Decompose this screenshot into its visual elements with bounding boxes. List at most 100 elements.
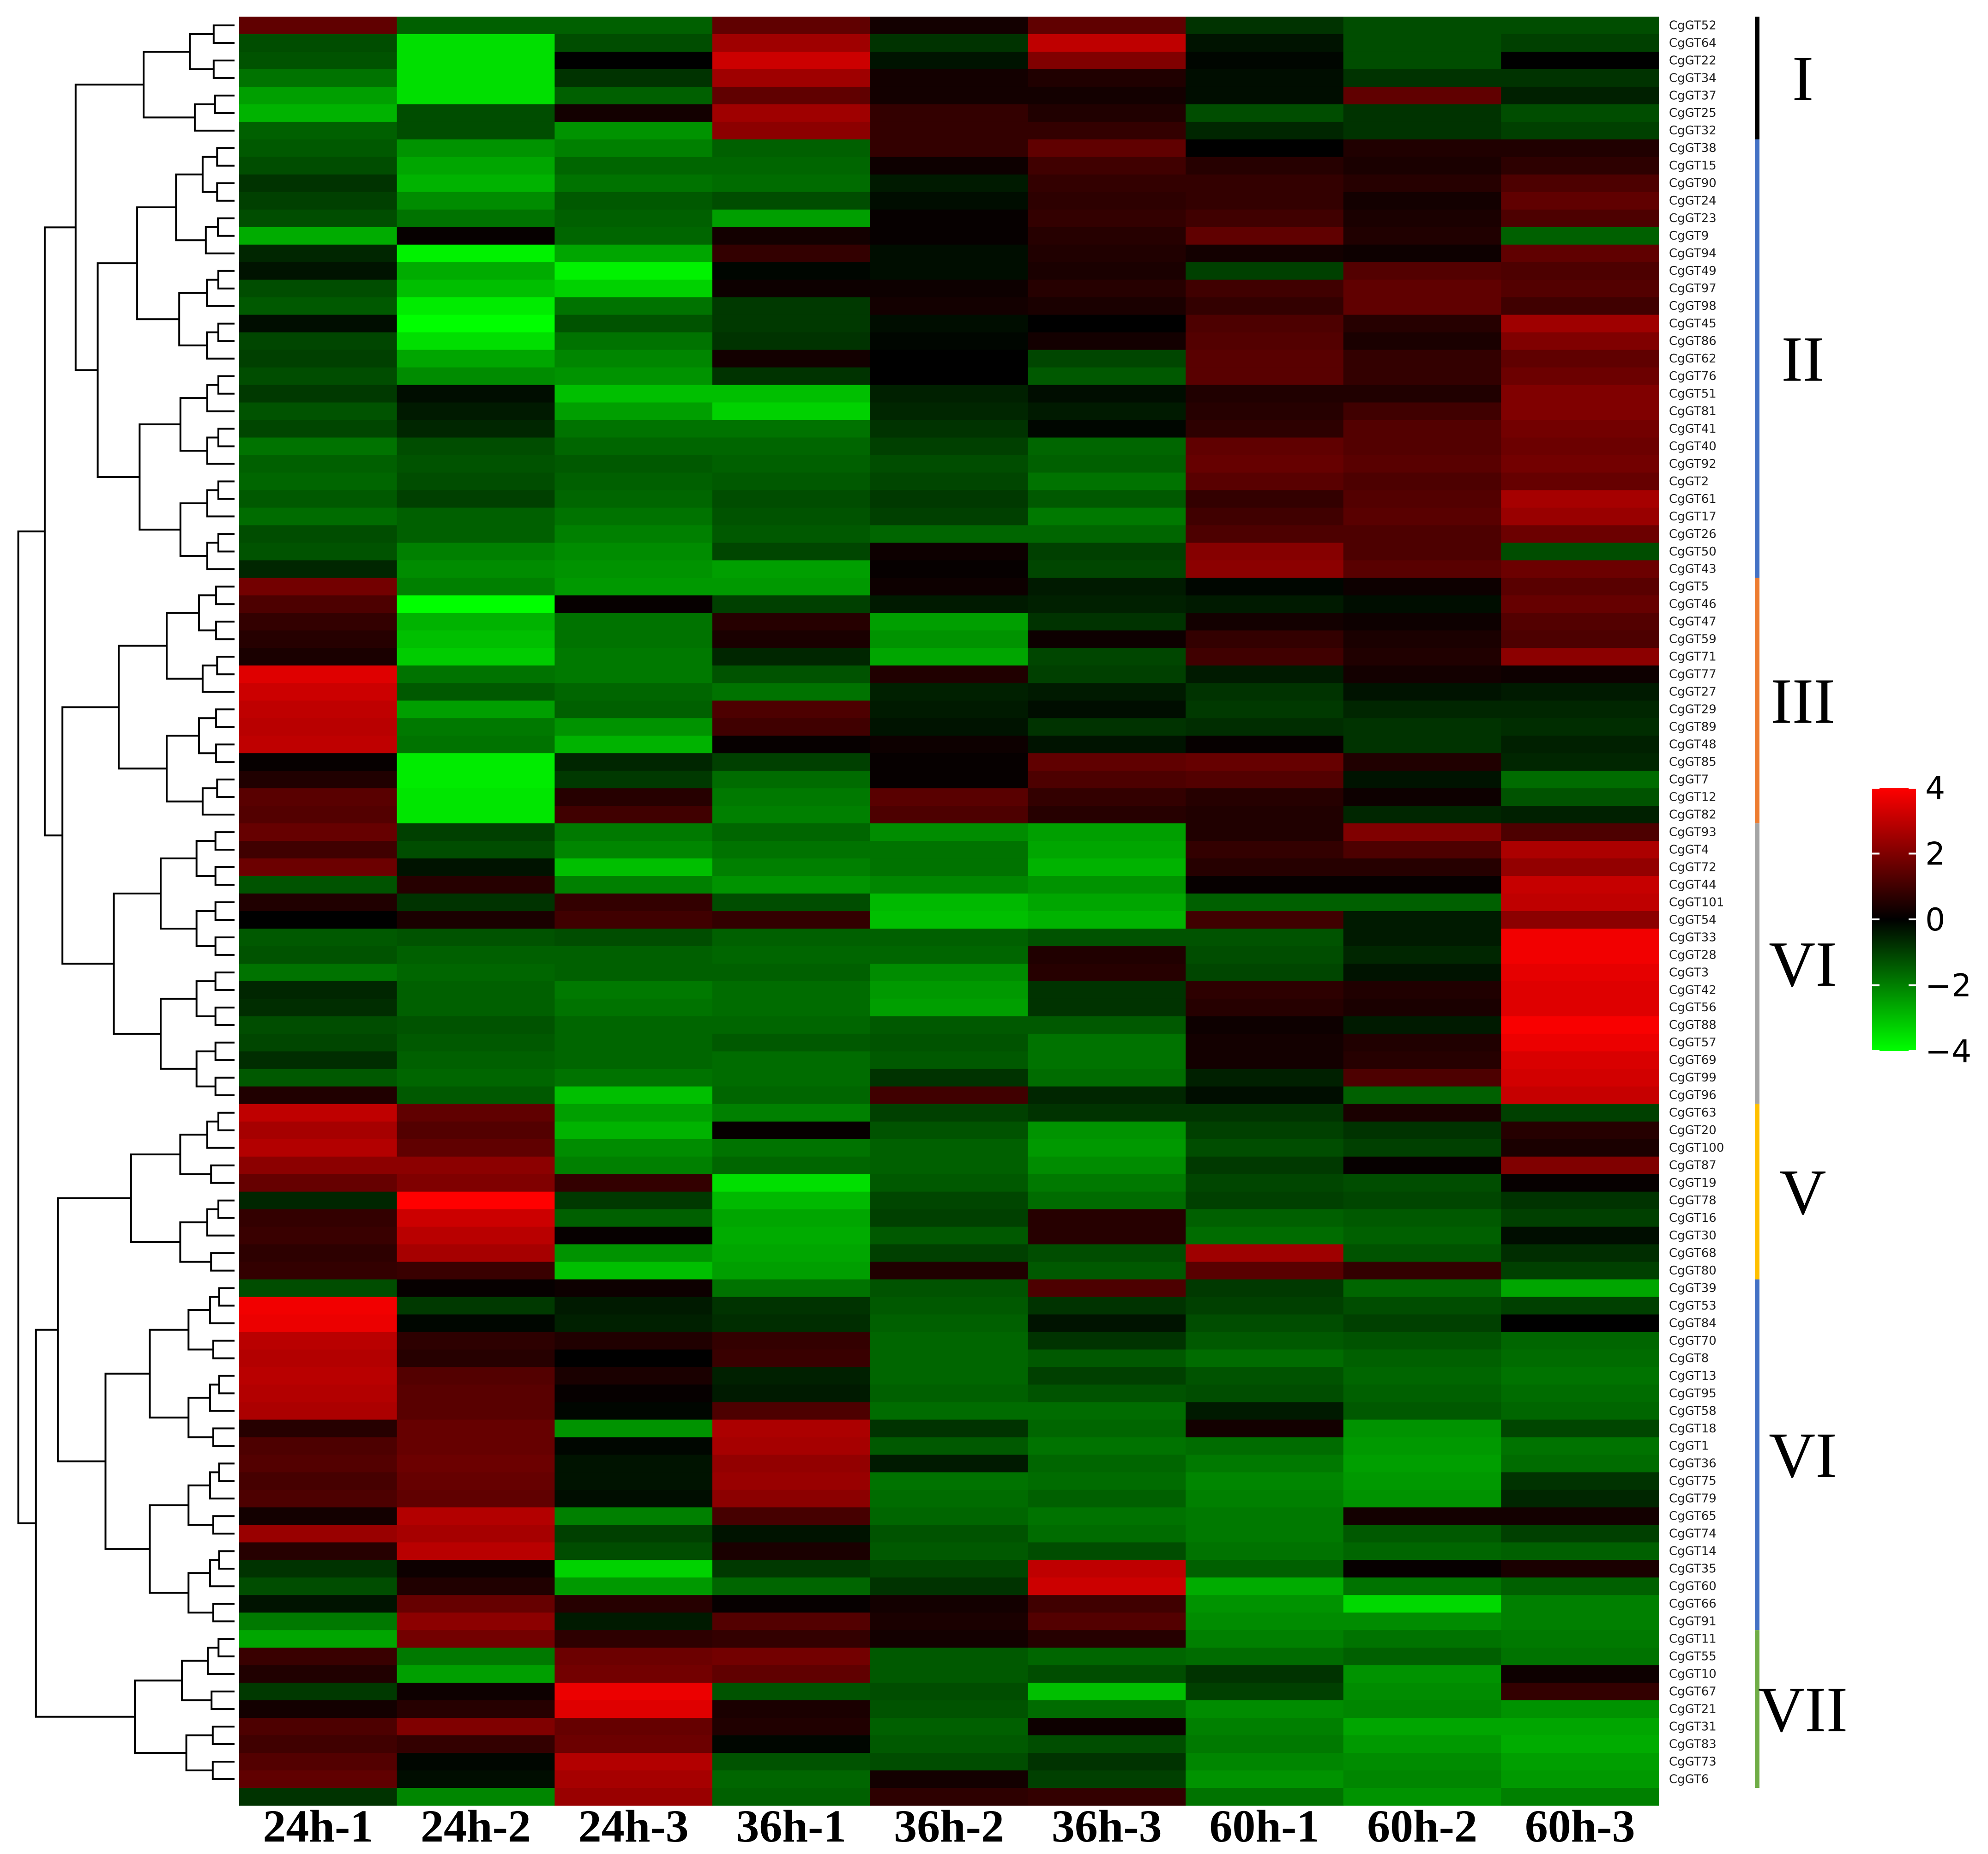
heatmap-cell [1028,1630,1186,1648]
heatmap-cell [1343,946,1501,964]
heatmap-cell [1501,1472,1659,1490]
heatmap-cell [1501,543,1659,561]
heatmap-cell [554,1016,713,1034]
heatmap-cell [712,543,871,561]
heatmap-cell [397,104,555,122]
heatmap-cell [239,279,398,298]
heatmap-cell [1028,595,1186,613]
heatmap-cell [870,1490,1028,1508]
heatmap-cell [1343,1121,1501,1140]
heatmap-cell [712,1349,871,1368]
row-label: CgGT46 [1669,598,1717,611]
row-label: CgGT53 [1669,1299,1717,1313]
heatmap-cell [239,472,398,491]
heatmap-cell [239,1332,398,1350]
heatmap-cell [712,894,871,912]
heatmap-cell [1501,1174,1659,1192]
heatmap-cell [870,928,1028,947]
heatmap-cell [1501,1753,1659,1771]
heatmap-cell [554,1665,713,1683]
heatmap-cell [870,1209,1028,1227]
heatmap-cell [1186,595,1344,613]
heatmap-cell [1501,420,1659,438]
heatmap-cell [554,1560,713,1578]
heatmap-cell [239,894,398,912]
heatmap-cell [1343,1191,1501,1210]
heatmap-cell [397,718,555,736]
heatmap-cell [397,1191,555,1210]
heatmap-cell [1501,244,1659,263]
column-label: 60h-3 [1525,1800,1635,1852]
dendrogram-branch [216,656,235,676]
heatmap-cell [1028,1437,1186,1455]
heatmap-cell [554,174,713,193]
heatmap-cell [1343,1156,1501,1175]
dendrogram-branch [179,502,207,557]
heatmap-cell [712,314,871,333]
dendrogram-branch [201,156,217,193]
heatmap-cell [1501,1121,1659,1140]
heatmap-cell [1186,1770,1344,1788]
row-label: CgGT94 [1669,247,1717,260]
heatmap-cell [1028,121,1186,140]
heatmap-cell [1501,894,1659,912]
dendrogram-branch [195,980,216,1017]
heatmap-cell [1028,1788,1186,1806]
heatmap-cell [239,1104,398,1122]
heatmap-cell [870,1139,1028,1157]
heatmap-cell [1501,297,1659,315]
heatmap-cell [1028,209,1186,228]
heatmap-cell [870,244,1028,263]
heatmap-cell [239,1367,398,1385]
heatmap-cell [870,1753,1028,1771]
heatmap-cell [1028,701,1186,719]
heatmap-cell [554,701,713,719]
dendrogram-branch [215,621,235,640]
heatmap-cell [239,1262,398,1280]
heatmap-cell [554,876,713,894]
heatmap-cell [870,911,1028,929]
heatmap-cell [397,1507,555,1525]
column-label: 24h-2 [421,1800,531,1852]
heatmap-cell [239,51,398,70]
heatmap-cell [712,86,871,105]
row-label: CgGT100 [1669,1141,1724,1155]
heatmap-cell [1501,578,1659,596]
heatmap-cell [870,174,1028,193]
heatmap-cell [1186,17,1344,35]
heatmap-cell [1186,174,1344,193]
row-label: CgGT26 [1669,527,1717,541]
heatmap-cell [1501,630,1659,648]
row-label: CgGT39 [1669,1281,1717,1295]
heatmap-cell [239,1349,398,1368]
heatmap-cell [1028,1490,1186,1508]
row-label: CgGT28 [1669,948,1717,962]
heatmap-cell [239,665,398,683]
heatmap-cell [1343,420,1501,438]
heatmap-cell [397,1788,555,1806]
heatmap-cell [554,367,713,386]
heatmap-cell [712,1542,871,1560]
heatmap-cell [1343,1016,1501,1034]
dendrogram-branch [166,612,203,680]
heatmap-cell [870,823,1028,841]
heatmap-cell [1028,1069,1186,1087]
heatmap-cell [1501,227,1659,245]
heatmap-cell [554,1297,713,1315]
heatmap-cell [397,1033,555,1052]
heatmap-cell [397,51,555,70]
heatmap-cell [239,192,398,210]
dendrogram-branch [218,1375,235,1395]
heatmap-cell [397,998,555,1017]
row-label: CgGT78 [1669,1194,1717,1208]
heatmap-cell [1028,1156,1186,1175]
row-label: CgGT64 [1669,36,1717,50]
heatmap-cell [397,701,555,719]
heatmap-cell [1501,1630,1659,1648]
heatmap-cell [1501,736,1659,754]
row-label: CgGT23 [1669,211,1717,225]
heatmap-cell [1501,402,1659,421]
heatmap-cell [239,367,398,386]
heatmap-cell [870,1612,1028,1631]
heatmap-cell [1028,630,1186,648]
